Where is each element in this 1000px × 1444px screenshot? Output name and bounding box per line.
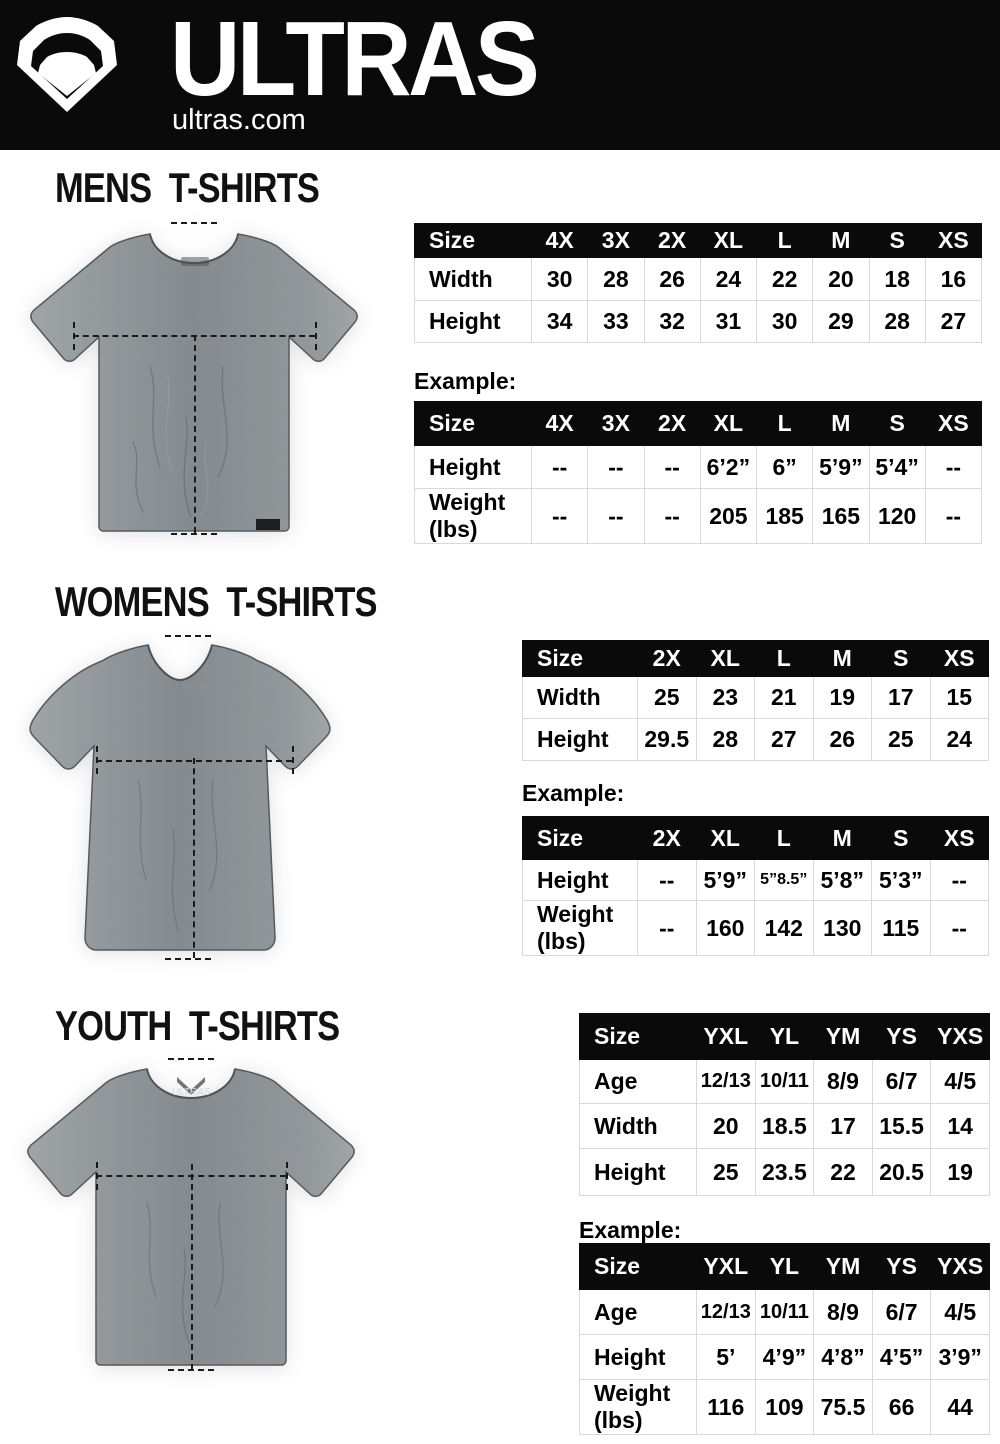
svg-text:Ultras: Ultras	[176, 681, 205, 693]
svg-text:ULTRAS: ULTRAS	[172, 1087, 211, 1098]
